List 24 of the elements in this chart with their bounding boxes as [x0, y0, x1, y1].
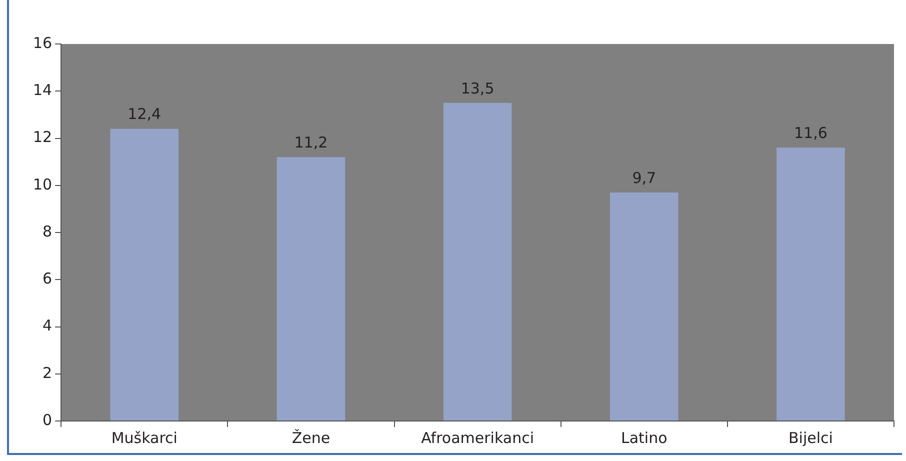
x-tick-label: Bijelci [788, 428, 833, 447]
x-tick-label: Žene [292, 428, 330, 447]
x-tick-label: Latino [620, 428, 668, 447]
y-tick-label: 14 [32, 81, 52, 100]
x-tick-label: Afroamerikanci [421, 428, 534, 447]
bar [610, 192, 678, 420]
data-label: 11,6 [794, 124, 828, 142]
data-label: 11,2 [294, 133, 328, 152]
data-label: 9,7 [632, 168, 656, 187]
bar [110, 128, 179, 420]
y-tick-label: 12 [32, 128, 52, 146]
bar [276, 157, 346, 420]
data-label: 13,5 [460, 79, 494, 98]
y-tick-label: 2 [42, 364, 52, 382]
x-tick-label: Muškarci [111, 428, 178, 447]
y-tick-label: 16 [32, 34, 52, 52]
bar [443, 102, 512, 420]
bar [776, 148, 845, 420]
y-tick-label: 4 [42, 316, 52, 335]
data-label: 12,4 [128, 105, 162, 124]
y-tick-label: 10 [32, 175, 52, 194]
y-tick-label: 8 [42, 222, 52, 240]
y-tick-label: 0 [42, 410, 52, 429]
y-tick-label: 6 [42, 270, 52, 288]
